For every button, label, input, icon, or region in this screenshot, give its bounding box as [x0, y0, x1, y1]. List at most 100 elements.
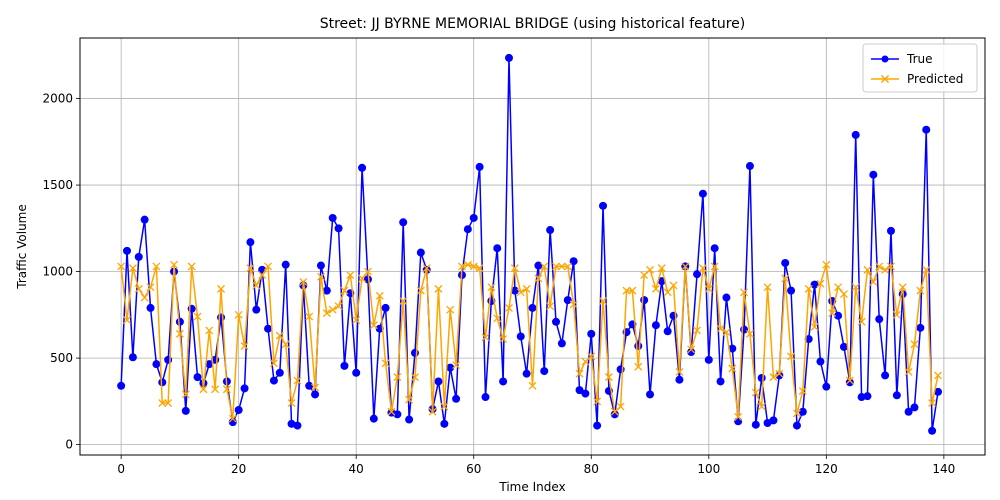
data-point-true	[704, 355, 713, 364]
data-point-predicted	[140, 293, 149, 302]
data-point-true	[499, 377, 508, 386]
data-point-predicted	[687, 345, 696, 354]
data-point-true	[546, 226, 555, 235]
data-point-true	[651, 321, 660, 330]
data-point-predicted	[158, 399, 167, 408]
data-point-true	[234, 406, 243, 415]
data-point-true	[781, 258, 790, 267]
data-point-true	[217, 313, 226, 322]
plot-frame	[79, 37, 986, 456]
data-point-true	[751, 420, 760, 429]
data-point-predicted	[217, 284, 225, 293]
x-tick-label: 60	[466, 462, 481, 476]
data-point-predicted	[898, 283, 907, 292]
data-point-true	[540, 367, 549, 376]
data-point-true	[675, 375, 684, 384]
x-tick-label: 40	[349, 462, 364, 476]
data-point-true	[875, 315, 884, 324]
data-point-true	[123, 246, 132, 255]
data-point-true	[528, 303, 537, 312]
data-point-true	[416, 248, 425, 257]
data-point-true	[698, 189, 707, 198]
data-point-true	[399, 218, 408, 227]
data-point-predicted	[934, 371, 942, 380]
data-point-true	[264, 324, 273, 333]
data-point-true	[581, 389, 590, 398]
data-point-predicted	[375, 291, 384, 300]
data-point-predicted	[181, 390, 190, 399]
data-point-true	[557, 339, 566, 348]
data-point-true	[769, 416, 778, 425]
data-point-predicted	[352, 316, 361, 324]
data-point-true	[722, 293, 731, 302]
grid-lines	[80, 38, 985, 455]
data-point-predicted	[663, 288, 672, 297]
data-point-predicted	[252, 281, 261, 290]
data-point-predicted	[704, 284, 713, 293]
data-point-true	[845, 378, 854, 387]
data-point-predicted	[875, 262, 884, 271]
data-point-true	[710, 244, 719, 253]
data-point-predicted	[775, 369, 784, 378]
data-point-predicted	[840, 290, 848, 299]
data-point-true	[804, 335, 813, 344]
data-point-true	[775, 371, 784, 380]
data-point-true	[440, 419, 449, 428]
data-point-true	[152, 360, 161, 369]
data-point-predicted	[916, 286, 925, 295]
data-point-true	[493, 244, 502, 253]
data-point-predicted	[681, 262, 690, 271]
data-point-predicted	[422, 264, 431, 273]
data-point-true	[158, 378, 167, 387]
data-point-predicted	[393, 373, 402, 382]
data-point-true	[181, 406, 190, 415]
data-point-true	[452, 394, 461, 403]
data-point-true	[164, 355, 173, 364]
data-point-predicted	[193, 312, 202, 321]
data-point-predicted	[698, 264, 707, 273]
data-point-true	[910, 403, 919, 412]
data-point-true	[881, 371, 890, 380]
data-point-predicted	[387, 407, 396, 416]
data-point-predicted	[599, 297, 607, 305]
data-point-predicted	[745, 329, 754, 338]
legend-box	[862, 43, 978, 93]
data-point-predicted	[170, 260, 178, 269]
data-point-true	[140, 215, 149, 224]
data-point-predicted	[569, 300, 578, 309]
data-point-true	[469, 213, 478, 222]
data-point-predicted	[587, 352, 596, 361]
data-point-true	[757, 374, 766, 382]
data-point-predicted	[834, 283, 843, 292]
data-point-predicted	[505, 303, 513, 312]
data-point-predicted	[269, 359, 278, 368]
data-point-predicted	[857, 317, 866, 326]
data-point-true	[146, 303, 155, 312]
data-point-true	[634, 341, 643, 350]
data-point-true	[716, 377, 725, 386]
data-point-predicted	[469, 262, 478, 271]
data-point-true	[728, 344, 737, 353]
data-point-predicted	[128, 264, 137, 273]
data-point-true	[798, 407, 807, 416]
data-point-true	[851, 130, 860, 139]
legend-true-marker	[881, 55, 889, 63]
data-point-true	[916, 323, 925, 332]
data-point-predicted	[628, 286, 637, 295]
data-point-predicted	[604, 373, 613, 382]
data-point-predicted	[757, 402, 766, 411]
data-point-predicted	[822, 260, 831, 269]
data-point-predicted	[816, 279, 825, 288]
data-point-predicted	[528, 381, 537, 390]
data-point-predicted	[552, 262, 560, 271]
data-point-predicted	[781, 274, 790, 283]
data-point-true	[328, 213, 337, 222]
data-point-predicted	[334, 302, 343, 311]
data-point-predicted	[340, 286, 349, 295]
data-point-predicted	[499, 335, 508, 344]
data-point-true	[405, 415, 414, 424]
data-point-predicted	[892, 310, 901, 319]
data-point-predicted	[281, 340, 290, 349]
data-point-predicted	[851, 283, 860, 292]
